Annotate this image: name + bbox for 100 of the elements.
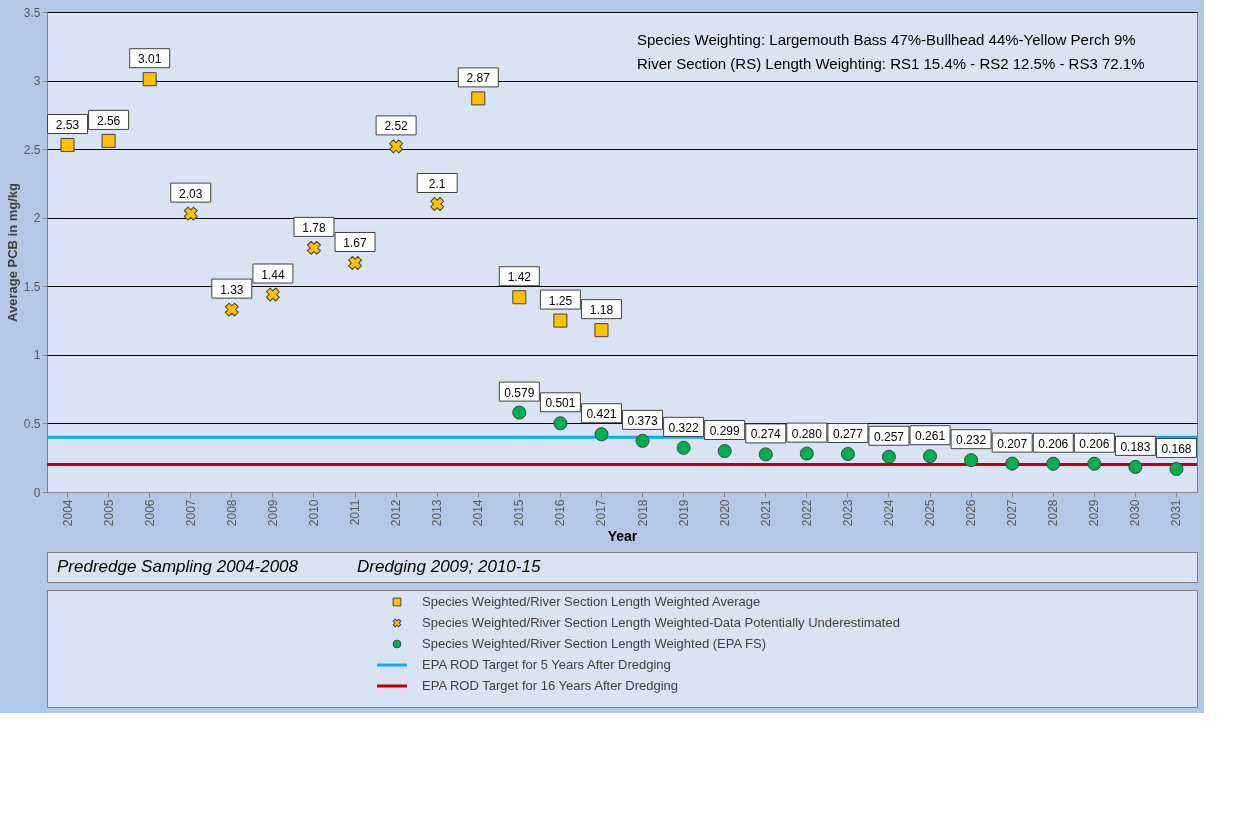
point <box>1169 461 1184 476</box>
x-tick-label: 2012 <box>389 499 404 527</box>
point <box>758 447 773 462</box>
data-label: 0.261 <box>915 429 946 444</box>
data-label: 0.501 <box>545 396 576 411</box>
point <box>183 206 198 221</box>
data-label: 3.01 <box>138 52 162 67</box>
x-tick-label: 2026 <box>964 499 979 527</box>
point <box>1005 456 1020 471</box>
point <box>553 313 568 328</box>
point <box>594 323 609 338</box>
data-label: 0.277 <box>832 427 864 442</box>
data-label: 1.67 <box>343 235 368 250</box>
y-axis-title: Average PCB in mg/kg <box>4 182 20 322</box>
x-tick-label: 2010 <box>306 499 321 527</box>
x-tick-label: 2022 <box>799 499 814 527</box>
point <box>881 449 896 464</box>
data-label: 1.33 <box>220 282 244 297</box>
data-label: 0.257 <box>873 429 905 444</box>
point <box>635 433 650 448</box>
point <box>799 446 814 461</box>
data-label: 0.183 <box>1120 439 1151 454</box>
point <box>840 447 855 462</box>
point <box>471 91 486 106</box>
legend-label: Species Weighted/River Section Length Weighted Average <box>422 594 761 609</box>
x-tick-label: 2004 <box>60 499 75 527</box>
point <box>553 416 568 431</box>
point <box>923 449 938 464</box>
legend-label: EPA ROD Target for 5 Years After Dredging <box>422 657 671 672</box>
text: Dredging 2009; 2010-15 <box>357 557 541 576</box>
point <box>512 290 527 305</box>
data-label: 1.25 <box>548 293 573 308</box>
y-tick-label: 2 <box>33 211 41 226</box>
x-tick-label: 2011 <box>348 499 363 526</box>
x-tick-label: 2008 <box>224 499 239 527</box>
point <box>389 139 404 154</box>
data-label: 0.373 <box>627 413 658 428</box>
x-tick-label: 2031 <box>1169 499 1184 527</box>
data-label: 0.299 <box>709 423 741 438</box>
annotation: Species Weighting: Largemouth Bass 47%-Bullhead 44%-Yellow Perch 9% <box>637 31 1136 48</box>
y-tick-label: 1 <box>33 348 41 363</box>
data-label: 0.168 <box>1161 441 1192 456</box>
x-tick-label: 2019 <box>676 499 691 527</box>
point <box>964 453 979 468</box>
x-tick-label: 2020 <box>717 499 732 527</box>
x-tick-label: 2016 <box>553 499 568 527</box>
legend-label: Species Weighted/River Section Length Weighted-Data Potentially Underestimated <box>422 615 900 630</box>
point <box>101 133 116 148</box>
data-label: 2.87 <box>466 71 491 86</box>
point <box>1128 459 1143 474</box>
data-label: 2.03 <box>179 186 203 201</box>
point <box>142 72 157 87</box>
x-tick-label: 2018 <box>635 499 650 527</box>
x-axis-title: Year <box>607 528 638 545</box>
point <box>594 427 609 442</box>
x-tick-label: 2028 <box>1046 499 1061 527</box>
point <box>265 287 280 302</box>
x-tick-label: 2014 <box>471 499 486 527</box>
x-tick-label: 2023 <box>840 499 855 527</box>
point <box>676 440 691 455</box>
data-label: 0.579 <box>504 385 535 400</box>
point <box>224 302 239 317</box>
x-tick-label: 2024 <box>881 499 896 527</box>
x-tick-label: 2017 <box>594 499 609 527</box>
data-label: 0.206 <box>1079 436 1110 451</box>
data-label: 1.78 <box>302 220 326 235</box>
x-tick-label: 2021 <box>758 499 773 527</box>
data-label: 2.53 <box>55 118 80 133</box>
y-tick-label: 0 <box>33 485 41 500</box>
data-label: 2.1 <box>428 177 446 191</box>
x-tick-label: 2013 <box>430 499 445 527</box>
y-tick-label: 1.5 <box>23 279 41 294</box>
x-tick-label: 2005 <box>101 499 116 527</box>
x-tick-label: 2006 <box>142 499 157 527</box>
data-label: 1.18 <box>589 303 614 318</box>
legend-label: EPA ROD Target for 16 Years After Dredging <box>422 678 679 693</box>
x-tick-label: 2025 <box>923 499 938 527</box>
x-tick-label: 2029 <box>1087 499 1102 527</box>
data-label: 0.322 <box>668 420 699 435</box>
x-tick-label: 2009 <box>265 499 280 527</box>
point <box>1087 456 1102 471</box>
data-label: 1.44 <box>261 267 285 282</box>
point <box>307 240 321 255</box>
point <box>1046 456 1061 471</box>
data-label: 0.232 <box>956 433 987 448</box>
data-label: 0.274 <box>750 427 782 442</box>
data-label: 0.421 <box>586 407 617 422</box>
point <box>348 256 362 270</box>
point <box>60 138 75 153</box>
annotation: River Section (RS) Length Weighting: RS1 15.4% - RS2 12.5% - RS3 72.1% <box>637 55 1145 72</box>
point <box>430 197 445 211</box>
point <box>512 405 527 420</box>
y-tick-label: 2.5 <box>23 142 41 157</box>
point <box>717 443 732 458</box>
data-label: 2.56 <box>96 113 121 128</box>
x-tick-label: 2027 <box>1005 499 1020 527</box>
x-tick-label: 2007 <box>183 499 198 527</box>
y-tick-label: 3.5 <box>23 5 41 20</box>
data-label: 0.206 <box>1038 436 1069 451</box>
y-tick-label: 3 <box>33 74 41 89</box>
